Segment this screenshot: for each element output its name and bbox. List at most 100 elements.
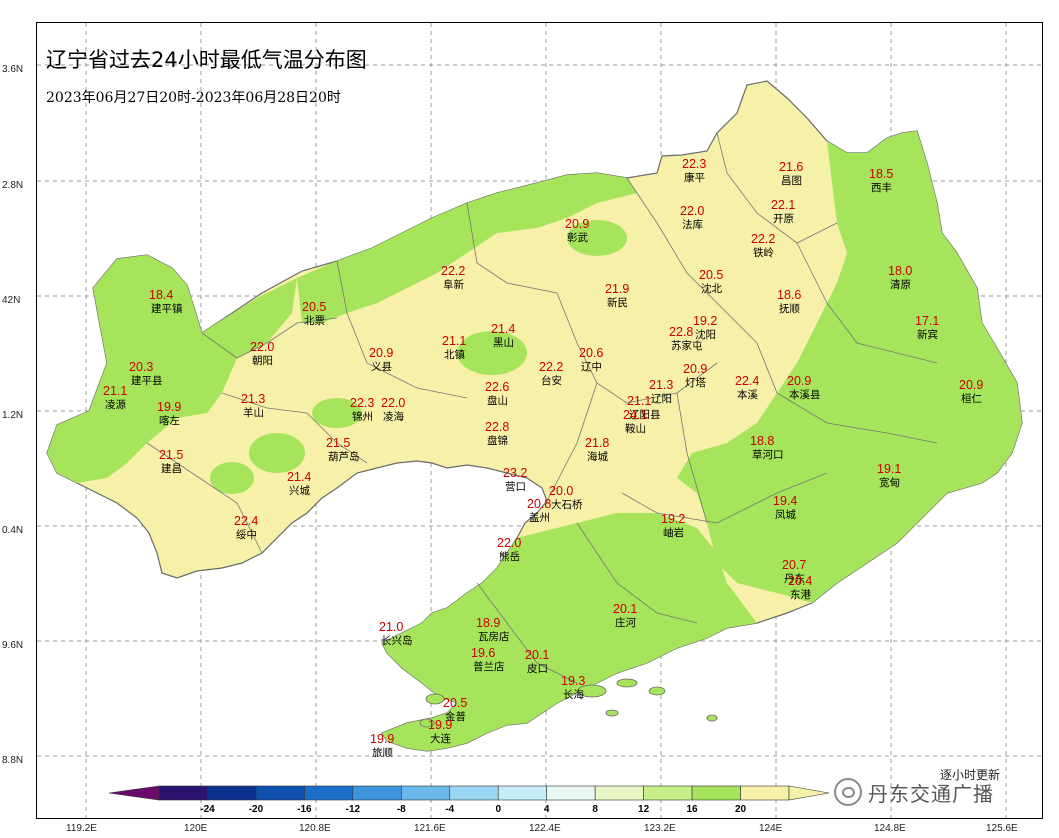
station-value: 20.4 — [788, 574, 812, 588]
station-name: 建平镇 — [151, 302, 183, 315]
station-value: 18.9 — [476, 616, 500, 630]
colorbar-segment — [352, 785, 402, 801]
station-name: 盘锦 — [487, 434, 508, 447]
station-name: 清原 — [890, 278, 911, 291]
station-name: 庄河 — [615, 616, 636, 629]
station-辽阳: 21.3辽阳 — [649, 378, 673, 405]
station-康平: 22.3康平 — [682, 157, 706, 184]
station-value: 21.0 — [379, 620, 403, 634]
station-name: 兴城 — [289, 485, 310, 497]
station-value: 22.4 — [735, 374, 759, 388]
station-name: 海城 — [587, 450, 608, 463]
station-value: 19.2 — [661, 512, 685, 526]
station-本溪: 22.4本溪 — [735, 374, 759, 401]
station-value: 22.0 — [497, 536, 521, 550]
station-value: 22.2 — [539, 360, 563, 374]
station-value: 22.8 — [485, 420, 509, 434]
colorbar-tick-label: -20 — [249, 804, 264, 815]
station-盘山: 22.6盘山 — [485, 380, 509, 407]
station-value: 21.5 — [159, 448, 183, 462]
station-黑山: 21.4黑山 — [491, 322, 515, 349]
colorbar-tick-label: 12 — [638, 804, 650, 815]
station-value: 18.8 — [750, 434, 774, 448]
station-name: 金普 — [445, 710, 466, 723]
station-value: 21.9 — [605, 282, 629, 296]
station-value: 21.1 — [103, 384, 127, 398]
station-name: 辽阳 — [651, 393, 672, 405]
watermark-text: 丹东交通广播 — [868, 781, 994, 806]
station-value: 20.8 — [527, 497, 551, 511]
station-兴城: 21.4兴城 — [287, 470, 311, 497]
station-盘锦: 22.8盘锦 — [485, 420, 509, 447]
station-丹东: 20.7丹东 — [782, 558, 806, 585]
station-value: 22.2 — [441, 264, 465, 278]
station-name: 长海 — [563, 688, 584, 701]
station-value: 19.6 — [471, 646, 495, 660]
station-name: 普兰店 — [473, 660, 505, 673]
station-value: 20.3 — [129, 360, 153, 374]
colorbar-segment — [497, 785, 547, 801]
station-value: 22.8 — [669, 325, 693, 339]
station-name: 皮口 — [527, 662, 548, 675]
station-value: 22.2 — [751, 232, 775, 246]
station-name: 岫岩 — [663, 526, 684, 539]
colorbar-segment — [255, 785, 305, 801]
station-value: 19.4 — [773, 494, 797, 508]
colorbar-tick-label: -8 — [397, 804, 406, 815]
map-frame: 22.3 康平 21.6 昌图 18.5 西丰 20.9 彰武 22.0 法库 22.1 开原 22.2… — [36, 22, 1043, 819]
station-灯塔: 20.9灯塔 — [683, 362, 707, 389]
station-value: 20.1 — [525, 648, 549, 662]
islands — [419, 678, 718, 728]
station-义县: 20.9义县 — [369, 346, 393, 373]
colorbar-tick-label: 0 — [495, 804, 501, 815]
colorbar: -24 -20 -16 -12 -8 -4 0 4 8 12 16 20 — [108, 785, 830, 815]
station-name: 羊山 — [243, 406, 264, 419]
station-绥中: 22.4绥中 — [234, 514, 258, 541]
station-value: 19.2 — [693, 314, 717, 328]
station-沈阳: 19.2沈阳 — [693, 314, 717, 341]
latitude-label: 2.8N — [2, 180, 24, 191]
station-name: 鞍山 — [625, 422, 646, 435]
station-value: 20.9 — [959, 378, 983, 392]
station-name: 大连 — [430, 732, 451, 745]
colorbar-segment — [691, 785, 741, 801]
station-value: 20.5 — [443, 696, 467, 710]
station-value: 19.9 — [157, 400, 181, 414]
station-value: 18.0 — [888, 264, 912, 278]
station-旅顺: 19.9旅顺 — [370, 732, 394, 759]
station-北票: 20.5北票 — [302, 300, 326, 327]
station-name: 锦州 — [352, 410, 373, 423]
station-喀左: 19.9喀左 — [157, 400, 181, 427]
station-大连: 19.9大连 — [428, 718, 452, 745]
colorbar-segment — [401, 785, 451, 801]
station-value: 21.4 — [287, 470, 311, 484]
station-name: 朝阳 — [252, 355, 273, 367]
latitude-label: 3.6N — [2, 64, 24, 75]
station-value: 24.1 — [623, 408, 647, 422]
colorbar-tick-label: 20 — [735, 804, 747, 815]
station-新民: 21.9新民 — [605, 282, 629, 309]
colorbar-tick-label: -24 — [200, 804, 215, 815]
station-name: 大石桥 — [551, 498, 583, 511]
station-name: 熊岳 — [499, 550, 520, 563]
colorbar-tick-label: 16 — [687, 804, 699, 815]
colorbar-tick-label: 8 — [592, 804, 598, 815]
station-value: 21.6 — [779, 160, 803, 174]
longitude-label: 121.6E — [414, 823, 446, 834]
station-name: 瓦房店 — [478, 630, 510, 643]
station-value: 21.4 — [491, 322, 515, 336]
colorbar-high-arrow — [788, 785, 830, 801]
colorbar-segment — [546, 785, 596, 801]
station-value: 19.9 — [428, 718, 452, 732]
station-营口: 23.2营口 — [503, 466, 527, 493]
station-name: 喀左 — [159, 414, 180, 427]
colorbar-segment — [449, 785, 499, 801]
station-value: 19.3 — [561, 674, 585, 688]
